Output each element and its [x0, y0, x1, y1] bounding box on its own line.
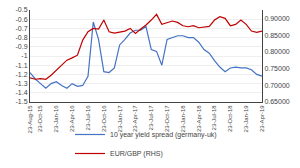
- svg-text:-1.1: -1.1: [16, 62, 28, 69]
- svg-text:10 year yield spread (germany-: 10 year yield spread (germany-uk): [110, 131, 217, 139]
- svg-text:-0.9: -0.9: [16, 43, 28, 50]
- svg-text:23-Jan-17: 23-Jan-17: [117, 105, 123, 133]
- svg-text:-0.5: -0.5: [16, 6, 28, 13]
- svg-text:23-Jul-18: 23-Jul-18: [212, 105, 218, 131]
- svg-text:-0.8: -0.8: [16, 34, 28, 41]
- svg-text:-0.7: -0.7: [16, 25, 28, 32]
- svg-text:EUR/GBP (RHS): EUR/GBP (RHS): [110, 150, 163, 158]
- svg-text:23-Oct-16: 23-Oct-16: [101, 105, 107, 132]
- svg-text:23-Jul-16: 23-Jul-16: [85, 105, 91, 131]
- svg-text:23-Jan-18: 23-Jan-18: [180, 105, 186, 133]
- svg-text:-1.4: -1.4: [16, 89, 28, 96]
- svg-text:23-Oct-15: 23-Oct-15: [38, 105, 44, 132]
- svg-text:23-Apr-19: 23-Apr-19: [259, 105, 265, 132]
- svg-text:-0.6: -0.6: [16, 16, 28, 23]
- svg-text:-1.3: -1.3: [16, 80, 28, 87]
- svg-text:0.90000: 0.90000: [264, 15, 289, 22]
- svg-text:23-Oct-18: 23-Oct-18: [227, 105, 233, 132]
- svg-text:-1.5: -1.5: [16, 98, 28, 105]
- svg-text:23-Apr-16: 23-Apr-16: [69, 105, 75, 132]
- svg-text:23-Apr-17: 23-Apr-17: [132, 105, 138, 132]
- svg-text:23-Jan-16: 23-Jan-16: [53, 105, 59, 133]
- svg-text:-1: -1: [21, 52, 27, 59]
- svg-text:23-Aug-15: 23-Aug-15: [27, 105, 33, 134]
- svg-text:0.65000: 0.65000: [264, 98, 289, 105]
- svg-text:23-Oct-17: 23-Oct-17: [164, 105, 170, 132]
- svg-text:0.80000: 0.80000: [264, 48, 289, 55]
- svg-text:23-Apr-18: 23-Apr-18: [196, 105, 202, 132]
- svg-text:0.70000: 0.70000: [264, 82, 289, 89]
- svg-text:0.85000: 0.85000: [264, 32, 289, 39]
- svg-text:23-Jul-17: 23-Jul-17: [148, 105, 154, 131]
- svg-text:23-Jan-19: 23-Jan-19: [243, 105, 249, 133]
- svg-text:-1.2: -1.2: [16, 71, 28, 78]
- svg-text:0.75000: 0.75000: [264, 65, 289, 72]
